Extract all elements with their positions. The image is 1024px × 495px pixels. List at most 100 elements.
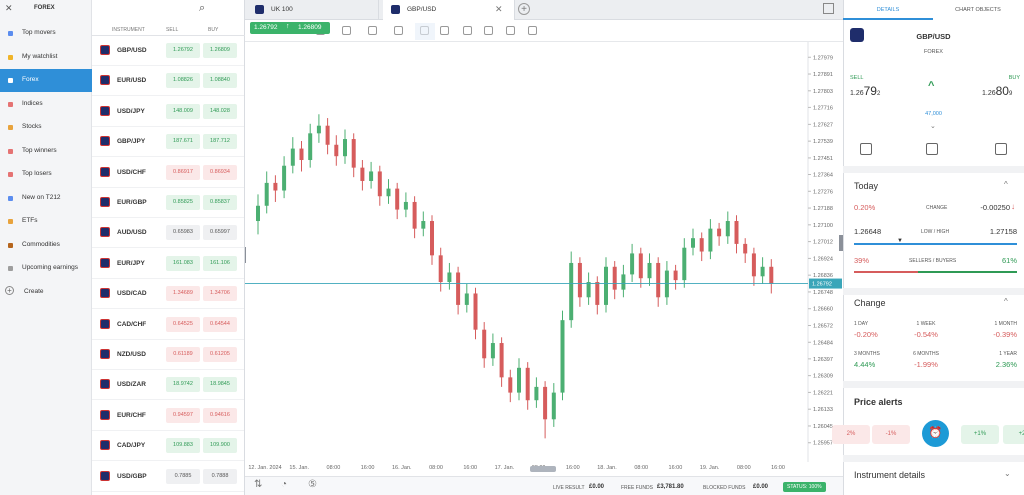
sell-price[interactable]: 0.94597	[166, 407, 200, 423]
instrument-row[interactable]	[92, 462, 244, 492]
sidebar-item[interactable]	[0, 93, 92, 116]
instrument-flag	[100, 318, 110, 329]
quote-arrow: ↑	[286, 23, 290, 30]
instrument-row[interactable]	[92, 127, 244, 158]
sell-price[interactable]: 18.9742	[166, 377, 200, 393]
sell-price[interactable]: 1.08826	[166, 73, 200, 89]
details-chevron[interactable]: ⌄	[1004, 469, 1011, 478]
sidebar-item[interactable]	[0, 69, 92, 92]
instrument-row[interactable]	[92, 249, 244, 279]
instrument-row[interactable]	[92, 218, 244, 249]
layout-icon[interactable]	[823, 3, 834, 14]
sell-price-tail: 2	[876, 91, 881, 97]
x-tick-label: 16:00	[361, 465, 375, 471]
instrument-row[interactable]	[92, 66, 244, 97]
sell-price[interactable]: 1.26792	[166, 43, 200, 58]
tool-btn[interactable]	[484, 26, 493, 35]
sidebar-item[interactable]	[0, 210, 92, 233]
alert-chip[interactable]: 2%	[832, 425, 870, 444]
sell-price[interactable]: 109.883	[166, 438, 200, 454]
status-icon[interactable]: ⇅	[254, 479, 263, 490]
buy-price[interactable]: 0.86934	[203, 164, 237, 180]
tool-btn[interactable]	[440, 26, 449, 35]
buy-price[interactable]: 0.94616	[203, 407, 237, 423]
action-icon[interactable]	[995, 143, 1007, 155]
chart-tab[interactable]	[247, 0, 379, 20]
candle-body	[334, 144, 339, 157]
instrument-name: AUD/USD	[117, 229, 147, 237]
alert-chip[interactable]: +2	[1003, 425, 1024, 444]
status-icon[interactable]: ⑤	[308, 479, 317, 490]
instrument-row[interactable]	[92, 431, 244, 462]
sell-price[interactable]: 187.671	[166, 134, 200, 150]
sell-price[interactable]: 161.083	[166, 255, 200, 271]
status-icon[interactable]: ◔	[281, 479, 288, 490]
details-tab[interactable]: DETAILS	[843, 0, 933, 20]
buy-price[interactable]: 148.028	[203, 103, 237, 119]
buy-price[interactable]: 161.106	[203, 255, 237, 271]
expand-chevron[interactable]: ⌄	[930, 123, 936, 130]
candle-body	[534, 386, 539, 401]
buy-price[interactable]: 0.61205	[203, 347, 237, 362]
buy-price[interactable]: 0.85837	[203, 195, 237, 210]
buy-price[interactable]: 0.64544	[203, 316, 237, 332]
alert-chip[interactable]: +1%	[961, 425, 999, 444]
details-tab[interactable]: CHART OBJECTS	[955, 7, 1001, 13]
tool-btn[interactable]	[506, 26, 515, 35]
instrument-row[interactable]	[92, 97, 244, 127]
close-icon[interactable]: ✕	[5, 3, 13, 13]
today-change-pct: 0.20%	[854, 203, 876, 212]
action-icon[interactable]	[926, 143, 938, 155]
tool-btn[interactable]	[342, 26, 351, 35]
buy-price[interactable]: 1.26809	[982, 84, 1012, 98]
buy-price[interactable]: 1.34706	[203, 286, 237, 302]
today-chevron[interactable]: ^	[1004, 180, 1008, 189]
sell-price[interactable]: 0.7885	[166, 468, 200, 484]
sell-price[interactable]: 1.26792	[850, 84, 880, 98]
chart-tab[interactable]	[383, 0, 515, 20]
instrument-row[interactable]	[92, 279, 244, 310]
sell-price[interactable]: 0.61189	[166, 347, 200, 362]
instrument-row[interactable]	[92, 310, 244, 340]
list-header: INSTRUMENT	[112, 27, 145, 33]
instrument-row[interactable]	[92, 401, 244, 431]
sell-price[interactable]: 0.64525	[166, 316, 200, 332]
sell-price[interactable]: 0.65983	[166, 225, 200, 241]
tool-btn[interactable]	[463, 26, 472, 35]
buy-price[interactable]: 0.65997	[203, 225, 237, 241]
instrument-row[interactable]	[92, 370, 244, 401]
instrument-row[interactable]	[92, 188, 244, 218]
alert-chip[interactable]: -1%	[872, 425, 910, 444]
sell-price[interactable]: 0.85825	[166, 195, 200, 210]
instrument-row[interactable]	[92, 36, 244, 66]
today-title: Today	[854, 181, 879, 191]
candle-body	[569, 262, 574, 321]
tab-close[interactable]: ✕	[495, 4, 503, 14]
trend-arrow: ^	[928, 80, 935, 92]
create-icon[interactable]: +	[5, 286, 14, 295]
instrument-row[interactable]	[92, 158, 244, 188]
alert-button[interactable]: ⏰	[922, 420, 949, 447]
x-tick-label: 16:00	[669, 465, 683, 471]
buy-price[interactable]: 0.7888	[203, 468, 237, 484]
buy-price[interactable]: 109.900	[203, 438, 237, 454]
action-icon[interactable]	[860, 143, 872, 155]
sell-price[interactable]: 1.34689	[166, 286, 200, 302]
sidebar-label: Stocks	[22, 123, 42, 130]
buy-price[interactable]: 1.08840	[203, 73, 237, 89]
new-tab[interactable]: +	[518, 3, 530, 15]
tool-btn[interactable]	[528, 26, 537, 35]
instrument-name: EUR/JPY	[117, 259, 145, 267]
sell-price[interactable]: 148.009	[166, 103, 200, 119]
buy-price[interactable]: 18.9845	[203, 377, 237, 393]
buy-price[interactable]: 1.26809	[203, 43, 237, 58]
buy-price[interactable]: 187.712	[203, 134, 237, 150]
sell-price[interactable]: 0.86917	[166, 164, 200, 180]
instrument-row[interactable]	[92, 340, 244, 370]
search-icon[interactable]: ⌕	[199, 2, 206, 14]
change-chevron[interactable]: ^	[1004, 297, 1008, 306]
tool-btn[interactable]	[394, 26, 403, 35]
instrument-details[interactable]: Instrument details	[854, 470, 926, 480]
tool-btn[interactable]	[368, 26, 377, 35]
sidebar-item[interactable]	[0, 116, 92, 139]
